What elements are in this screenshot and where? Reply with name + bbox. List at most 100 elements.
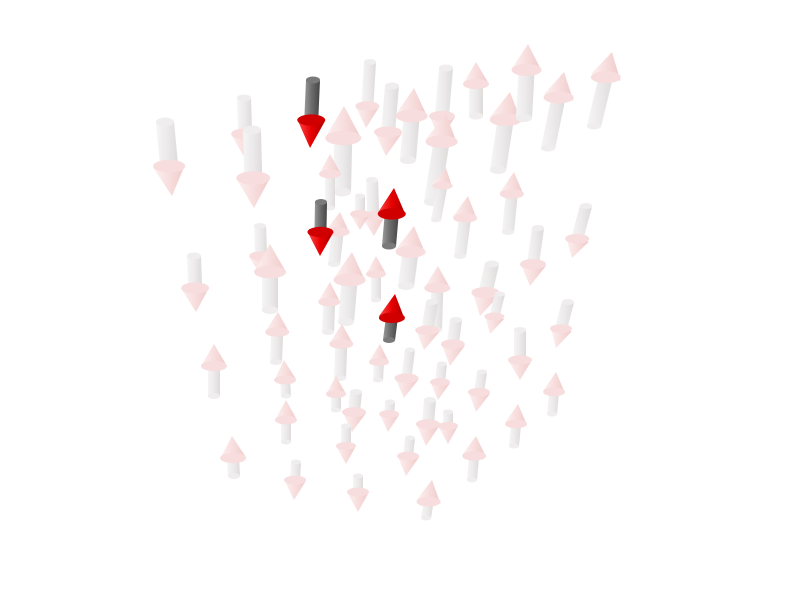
arrow-head-base xyxy=(415,419,440,429)
arrow-tail-cap xyxy=(350,389,362,395)
faded-arrow-1 xyxy=(153,117,186,196)
arrow-head xyxy=(508,360,532,380)
arrow-tail-cap xyxy=(156,117,174,127)
arrow-tail-cap xyxy=(587,122,601,130)
arrow-head xyxy=(236,177,271,208)
faded-arrow-56 xyxy=(505,404,528,449)
arrow-shaft xyxy=(424,140,450,204)
arrow-head-base xyxy=(511,63,542,76)
arrow-tail-cap xyxy=(477,369,487,375)
faded-arrow-40 xyxy=(394,347,419,398)
arrow-head xyxy=(181,287,210,312)
arrow-tail-cap xyxy=(237,94,251,102)
arrow-tail-cap xyxy=(331,407,341,413)
faded-arrow-51 xyxy=(220,436,247,479)
arrow-head-base xyxy=(336,442,356,450)
arrow-tail-cap xyxy=(228,473,240,479)
arrow-head-base xyxy=(318,297,341,307)
arrow-head-base xyxy=(394,373,419,383)
arrow-shaft xyxy=(421,301,438,332)
faded-arrows xyxy=(153,44,621,521)
arrow-tail-cap xyxy=(333,187,351,197)
arrow-head xyxy=(511,44,542,71)
faded-arrow-33 xyxy=(550,299,574,348)
arrow-head xyxy=(379,294,405,320)
arrow-head xyxy=(377,188,406,216)
faded-arrow-19 xyxy=(499,172,524,235)
faded-arrow-29 xyxy=(318,282,341,335)
arrow-shaft xyxy=(547,391,560,415)
arrow-shaft xyxy=(490,118,514,172)
faded-arrow-9 xyxy=(463,62,489,120)
arrow-head-base xyxy=(520,259,547,270)
arrow-head-base xyxy=(590,71,621,84)
highlighted-arrow-3 xyxy=(377,188,406,250)
arrow-shaft xyxy=(527,227,544,266)
arrow-head xyxy=(395,88,428,118)
arrow-head-base xyxy=(484,312,505,321)
arrow-tail-cap xyxy=(254,223,266,229)
arrow-head xyxy=(543,372,566,393)
arrow-shaft xyxy=(366,179,380,217)
arrow-shaft xyxy=(502,193,518,233)
arrow-head-base xyxy=(333,273,366,287)
arrow-tail-cap xyxy=(431,217,441,223)
arrow-tail-cap xyxy=(509,443,519,449)
arrow-head-base xyxy=(425,135,458,149)
highlighted-arrow-1 xyxy=(297,76,326,148)
arrow-head-base xyxy=(307,226,334,238)
arrow-tail-cap xyxy=(373,377,383,383)
arrow-tail-cap xyxy=(262,306,278,314)
arrow-tail-cap xyxy=(547,411,557,417)
arrow-head xyxy=(297,119,326,148)
arrow-head xyxy=(220,436,247,459)
arrow-tail-cap xyxy=(291,459,301,465)
arrow-head-base xyxy=(508,355,532,365)
faded-arrow-3 xyxy=(236,125,271,208)
arrow-shaft xyxy=(237,97,253,135)
faded-arrow-18 xyxy=(453,196,478,259)
highlighted-arrow-4 xyxy=(378,294,405,343)
faded-arrow-50 xyxy=(379,399,400,432)
arrow-shaft xyxy=(454,217,472,257)
arrow-tail-cap xyxy=(405,435,415,441)
arrow-head-base xyxy=(397,451,420,461)
faded-arrow-39 xyxy=(369,344,390,383)
arrow-tail-cap xyxy=(502,229,514,235)
arrow-shaft xyxy=(435,363,447,383)
arrow-shaft xyxy=(421,399,436,425)
arrow-head-base xyxy=(438,422,458,430)
arrow-shaft xyxy=(509,423,522,447)
arrow-head xyxy=(430,381,450,400)
arrow-tail-cap xyxy=(495,291,505,297)
arrow-tail-cap xyxy=(516,114,532,122)
arrow-head-base xyxy=(319,169,341,179)
arrow-shaft xyxy=(383,317,398,341)
arrow-shaft xyxy=(254,225,268,257)
arrow-head-base xyxy=(369,357,390,366)
arrow-shaft xyxy=(314,201,327,233)
arrow-head xyxy=(254,244,286,272)
arrow-head-base xyxy=(505,419,528,429)
arrow-shaft xyxy=(571,204,592,241)
faded-arrow-4 xyxy=(355,59,380,128)
arrow-head xyxy=(355,105,380,128)
arrow-shaft xyxy=(331,394,341,410)
arrow-tail-cap xyxy=(443,409,453,415)
arrow-shaft xyxy=(469,84,483,116)
faded-arrow-17 xyxy=(431,168,453,223)
arrow-tail-cap xyxy=(467,477,477,483)
arrow-tail-cap xyxy=(437,361,447,367)
arrow-tail-cap xyxy=(328,261,340,267)
arrow-tail-cap xyxy=(405,347,415,353)
arrow-shaft xyxy=(334,343,348,379)
faded-arrow-32 xyxy=(484,291,505,334)
arrow-head xyxy=(347,492,369,512)
arrow-tail-cap xyxy=(338,318,354,326)
arrow-head xyxy=(369,344,389,363)
arrow-shaft xyxy=(328,231,344,265)
arrow-head-base xyxy=(463,78,489,90)
arrow-shaft xyxy=(270,331,284,363)
arrow-shaft xyxy=(348,391,362,413)
arrow-head-base xyxy=(254,265,286,279)
